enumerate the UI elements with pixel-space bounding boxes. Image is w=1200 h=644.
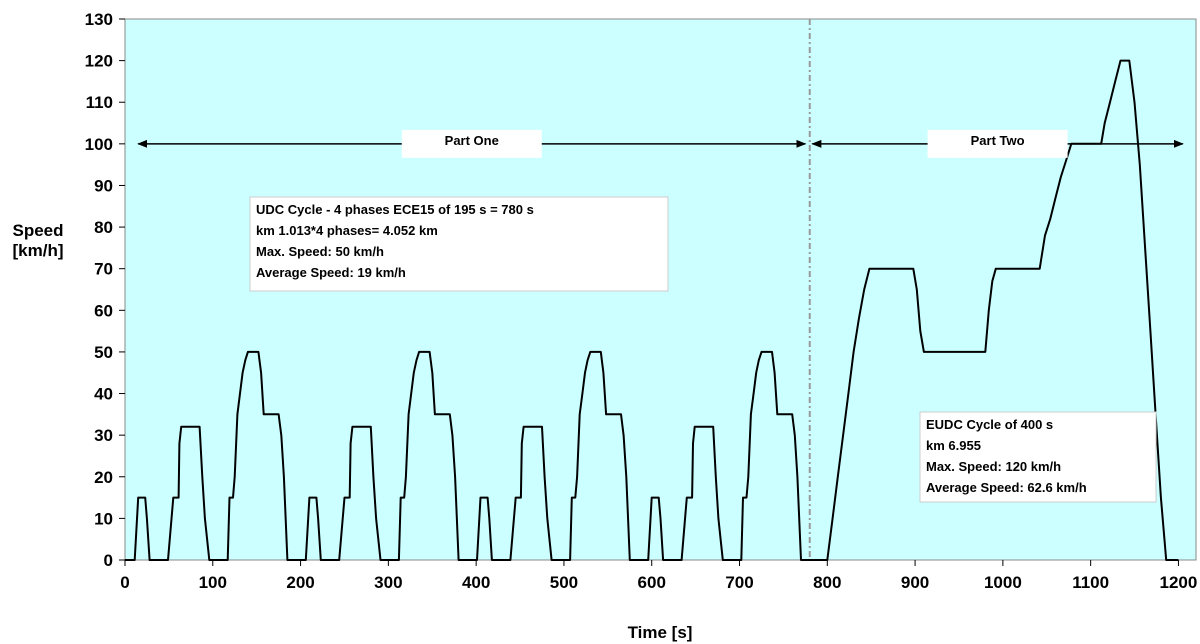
x-tick-label: 700: [725, 573, 753, 592]
y-tick-label: 110: [86, 93, 113, 112]
x-tick-label: 1100: [1072, 573, 1109, 592]
part-two-label: Part Two: [971, 133, 1025, 148]
udc-box-line: Max. Speed: 50 km/h: [256, 244, 384, 259]
x-tick-label: 200: [286, 573, 314, 592]
eudc-box-line: Max. Speed: 120 km/h: [926, 459, 1061, 474]
x-tick-label: 300: [374, 573, 402, 592]
y-tick-label: 10: [94, 509, 113, 528]
udc-box-line: Average Speed: 19 km/h: [256, 265, 406, 280]
part-one-label: Part One: [445, 133, 499, 148]
part-two-label-box: [927, 129, 1068, 158]
eudc-box: [919, 411, 1157, 503]
y-tick-label: 50: [94, 343, 113, 362]
y-tick-label: 70: [94, 260, 113, 279]
udc-box-line: UDC Cycle - 4 phases ECE15 of 195 s = 78…: [256, 202, 534, 217]
udc-box: [249, 196, 669, 292]
y-axis: 0 10 20 30 40 50 60 70 80 90 100 110 120 130: [85, 10, 125, 570]
y-tick-label: 100: [85, 135, 113, 154]
y-axis-label-line2: [km/h]: [13, 241, 64, 260]
y-tick-label: 30: [94, 426, 113, 445]
x-tick-label: 100: [199, 573, 227, 592]
x-tick-label: 800: [813, 573, 841, 592]
y-tick-label: 120: [85, 52, 113, 71]
eudc-box-line: Average Speed: 62.6 km/h: [926, 480, 1087, 495]
annotations: Part One Part Two UDC Cycle - 4 phases ECE…: [137, 129, 1184, 503]
y-tick-label: 90: [94, 176, 113, 195]
eudc-box-line: EUDC Cycle of 400 s: [926, 417, 1053, 432]
x-axis: 0 100 200 300 400 500 600 700 800 900 1000 1100 1200: [120, 560, 1197, 592]
x-tick-label: 400: [462, 573, 490, 592]
part-one-label-box: [401, 129, 542, 158]
x-tick-label: 1000: [984, 573, 1022, 592]
y-tick-label: 20: [94, 468, 113, 487]
x-tick-label: 900: [901, 573, 929, 592]
x-tick-label: 0: [120, 573, 129, 592]
y-tick-label: 80: [94, 218, 113, 237]
series-line: [125, 59, 1179, 561]
y-axis-label-line1: Speed: [12, 221, 63, 240]
y-tick-label: 60: [94, 301, 113, 320]
y-tick-label: 0: [104, 551, 113, 570]
y-tick-label: 40: [94, 385, 113, 404]
eudc-box-line: km 6.955: [926, 438, 981, 453]
y-tick-label: 130: [85, 10, 113, 29]
x-tick-label: 600: [638, 573, 666, 592]
x-tick-label: 500: [550, 573, 578, 592]
x-tick-label: 1200: [1160, 573, 1198, 592]
udc-box-line: km 1.013*4 phases= 4.052 km: [256, 223, 438, 238]
x-axis-label: Time [s]: [628, 623, 693, 642]
